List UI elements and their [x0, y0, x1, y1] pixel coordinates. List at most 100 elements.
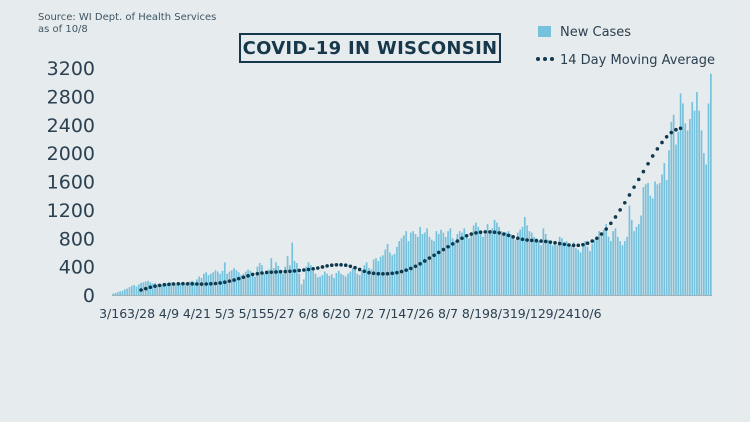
new-cases-bar	[633, 231, 635, 295]
new-cases-bar	[607, 236, 610, 295]
new-cases-bar	[623, 241, 626, 295]
new-cases-bar	[240, 275, 242, 295]
new-cases-bar	[244, 271, 247, 295]
moving-average-dot	[622, 200, 627, 205]
moving-average-dot	[255, 271, 260, 276]
new-cases-bar	[319, 276, 321, 295]
moving-average-dot	[334, 263, 339, 267]
new-cases-bar	[498, 226, 501, 295]
new-cases-bar	[412, 231, 414, 295]
new-cases-bar	[158, 283, 161, 295]
new-cases-bar	[468, 238, 470, 295]
moving-average-dot	[204, 282, 208, 286]
moving-average-dot	[236, 276, 241, 281]
moving-average-dot	[367, 270, 371, 275]
moving-average-dot	[636, 177, 641, 182]
x-tick-label: 5/3	[215, 306, 235, 321]
new-cases-bar	[526, 225, 528, 295]
moving-average-dot	[576, 243, 581, 248]
new-cases-bar	[428, 236, 431, 295]
moving-average-dot	[283, 269, 288, 274]
new-cases-bar	[128, 287, 131, 295]
x-tick-label: 8/7	[438, 306, 458, 321]
moving-average-dot	[250, 272, 255, 277]
moving-average-dot	[460, 236, 464, 241]
new-cases-bar	[293, 260, 296, 295]
moving-average-dot	[464, 233, 469, 238]
moving-average-dot	[516, 236, 520, 241]
x-tick-label: 8/31	[490, 306, 518, 321]
x-axis: 3/16 3/28 4/9 4/21 5/3 5/15 5/27 6/8 6/20 7/2 7/14…	[99, 306, 602, 321]
moving-average-dot	[167, 282, 171, 287]
new-cases-bar	[447, 231, 449, 295]
new-cases-bar	[310, 265, 312, 295]
new-cases-bar	[272, 268, 275, 295]
moving-average-dot	[413, 264, 418, 269]
moving-average-dot	[357, 267, 362, 272]
moving-average-dot	[543, 239, 548, 244]
new-cases-bar	[377, 260, 380, 295]
moving-average-dot	[325, 264, 329, 268]
y-axis: 3200 2800 2400 2000 1600 1200 800 400 0	[47, 58, 95, 307]
new-cases-bar	[198, 276, 201, 295]
new-cases-bar	[477, 226, 480, 295]
new-cases-bar	[403, 235, 405, 295]
new-cases-bar	[305, 266, 308, 296]
moving-average-dot	[567, 243, 571, 247]
new-cases-bar	[579, 252, 582, 295]
new-cases-bar	[440, 229, 442, 295]
new-cases-bar	[363, 265, 366, 295]
new-cases-bar	[312, 268, 314, 295]
moving-average-dot	[162, 282, 167, 287]
y-tick-label: 2800	[47, 86, 95, 108]
new-cases-bar	[221, 270, 224, 295]
new-cases-bar	[533, 236, 535, 295]
new-cases-bar	[265, 272, 268, 295]
new-cases-bar	[228, 271, 231, 295]
x-tick-label: 7/26	[406, 306, 434, 321]
moving-average-dot	[376, 271, 381, 276]
moving-average-dot	[599, 232, 604, 236]
new-cases-bar	[433, 241, 435, 295]
new-cases-bar	[563, 243, 566, 295]
moving-average-dot	[329, 263, 334, 268]
moving-average-dot	[660, 140, 664, 145]
new-cases-bar	[279, 271, 282, 295]
moving-average-dot	[618, 208, 622, 212]
new-cases-bar	[254, 276, 256, 295]
new-cases-bar	[651, 198, 654, 295]
new-cases-bar	[130, 285, 133, 295]
new-cases-bar	[242, 273, 245, 295]
x-tick-label: 9/24	[546, 306, 574, 321]
new-cases-bar	[556, 245, 559, 295]
moving-average-dot	[604, 227, 608, 231]
new-cases-bar	[249, 270, 252, 295]
moving-average-dot	[218, 281, 222, 285]
moving-average-dot	[497, 231, 502, 235]
new-cases-bar	[582, 243, 584, 295]
new-cases-bar	[710, 73, 712, 296]
moving-average-dot	[343, 263, 348, 268]
new-cases-bar	[451, 238, 454, 295]
new-cases-bar	[165, 283, 168, 295]
new-cases-bar	[637, 224, 640, 295]
new-cases-bar	[163, 284, 166, 295]
moving-average-dot	[264, 270, 269, 275]
moving-average-series	[139, 126, 683, 292]
moving-average-dot	[176, 281, 181, 286]
new-cases-bar	[379, 256, 382, 295]
new-cases-bar	[461, 232, 463, 295]
new-cases-bar	[182, 284, 184, 295]
new-cases-bar	[570, 245, 573, 295]
new-cases-bar	[237, 272, 240, 295]
y-tick-label: 400	[59, 257, 95, 279]
new-cases-bar	[463, 228, 466, 295]
x-tick-label: 4/21	[183, 306, 211, 321]
moving-average-dot	[404, 268, 408, 272]
new-cases-bar	[349, 271, 352, 295]
new-cases-bar	[630, 219, 633, 295]
moving-average-dot	[241, 275, 246, 280]
new-cases-bar	[458, 231, 461, 295]
moving-average-dot	[548, 240, 553, 244]
new-cases-bar	[137, 284, 140, 295]
